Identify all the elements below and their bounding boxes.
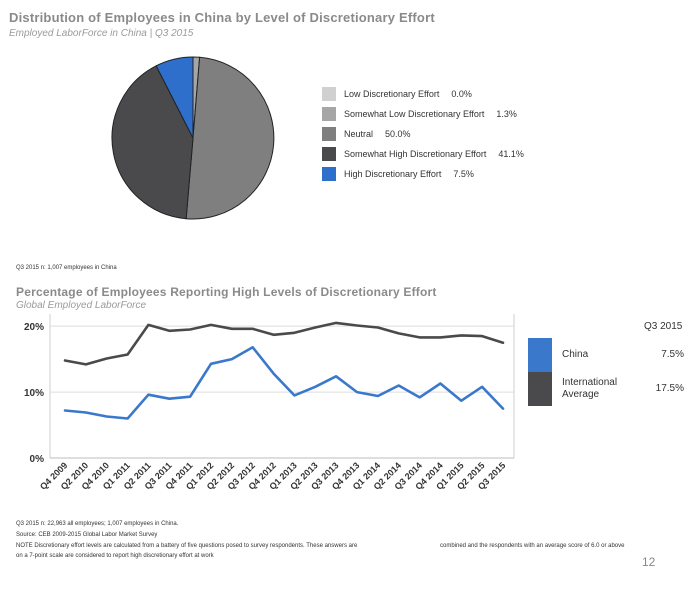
pie-legend-label-1: Somewhat Low Discretionary Effort	[344, 109, 485, 119]
pie-legend-value-1: 1.3%	[496, 109, 517, 119]
y-tick-label-0: 0%	[30, 454, 45, 465]
pie-legend-swatch-4	[322, 167, 336, 181]
pie-slice-4	[155, 56, 194, 139]
pie-legend-value-4: 7.5%	[453, 169, 474, 179]
line-footnote-source: Source: CEB 2009-2015 Global Labor Marke…	[16, 532, 158, 538]
y-tick-label-20: 20%	[24, 322, 44, 333]
pie-chart-subtitle: Employed LaborForce in China | Q3 2015	[9, 28, 194, 39]
line-footnote-sample: Q3 2015 n: 22,963 all employees; 1,007 e…	[16, 521, 179, 527]
pie-legend-label-2: Neutral	[344, 129, 374, 139]
pie-legend-swatch-0	[322, 87, 336, 101]
pie-legend-swatch-1	[322, 107, 336, 121]
pie-legend-item-3: Somewhat High Discretionary Effort 41.1%	[322, 144, 524, 164]
pie-legend-item-4: High Discretionary Effort 7.5%	[322, 164, 524, 184]
pie-legend-label-4: High Discretionary Effort	[344, 169, 442, 179]
line-footnote-note-a: NOTE Discretionary effort levels are cal…	[16, 543, 358, 549]
pie-legend-value-3: 41.1%	[498, 149, 524, 159]
pie-legend-value-2: 50.0%	[385, 129, 411, 139]
line-chart-subtitle: Global Employed LaborForce	[16, 300, 147, 311]
pie-legend-swatch-2	[322, 127, 336, 141]
pie-footnote: Q3 2015 n: 1,007 employees in China	[16, 265, 117, 271]
pie-legend-swatch-3	[322, 147, 336, 161]
pie-legend: Low Discretionary Effort 0.0% Somewhat Low…	[322, 84, 524, 184]
pie-chart-title: Distribution of Employees in China by Le…	[9, 10, 435, 25]
pie-legend-value-0: 0.0%	[451, 89, 472, 99]
legend-value-china: 7.5%	[661, 349, 684, 360]
legend-swatch-international	[528, 372, 552, 406]
pie-legend-item-0: Low Discretionary Effort 0.0%	[322, 84, 524, 104]
pie-legend-item-2: Neutral 50.0%	[322, 124, 524, 144]
line-legend-header: Q3 2015	[644, 321, 683, 332]
pie-legend-label-0: Low Discretionary Effort	[344, 89, 440, 99]
pie-legend-item-1: Somewhat Low Discretionary Effort 1.3%	[322, 104, 524, 124]
series-line-international	[63, 321, 505, 366]
y-tick-label-10: 10%	[24, 388, 44, 399]
line-footnote-note-b: combined and the respondents with an ave…	[440, 543, 625, 549]
line-legend: China 7.5% International Average 17.5%	[528, 338, 688, 406]
line-footnote-note-c: on a 7-point scale are considered to rep…	[16, 553, 214, 559]
page-number: 12	[642, 555, 656, 569]
pie-slice-3	[111, 65, 194, 220]
legend-value-international: 17.5%	[655, 383, 684, 394]
series-line-china	[63, 345, 505, 420]
legend-item-china: China 7.5%	[528, 338, 688, 372]
pie-legend-label-3: Somewhat High Discretionary Effort	[344, 149, 487, 159]
line-chart-title: Percentage of Employees Reporting High L…	[16, 285, 437, 299]
pie-slice-2	[185, 56, 275, 220]
legend-label-china: China	[562, 349, 589, 360]
legend-label-international: International Average	[562, 377, 618, 400]
legend-item-international: International Average 17.5%	[528, 372, 688, 406]
legend-swatch-china	[528, 338, 552, 372]
